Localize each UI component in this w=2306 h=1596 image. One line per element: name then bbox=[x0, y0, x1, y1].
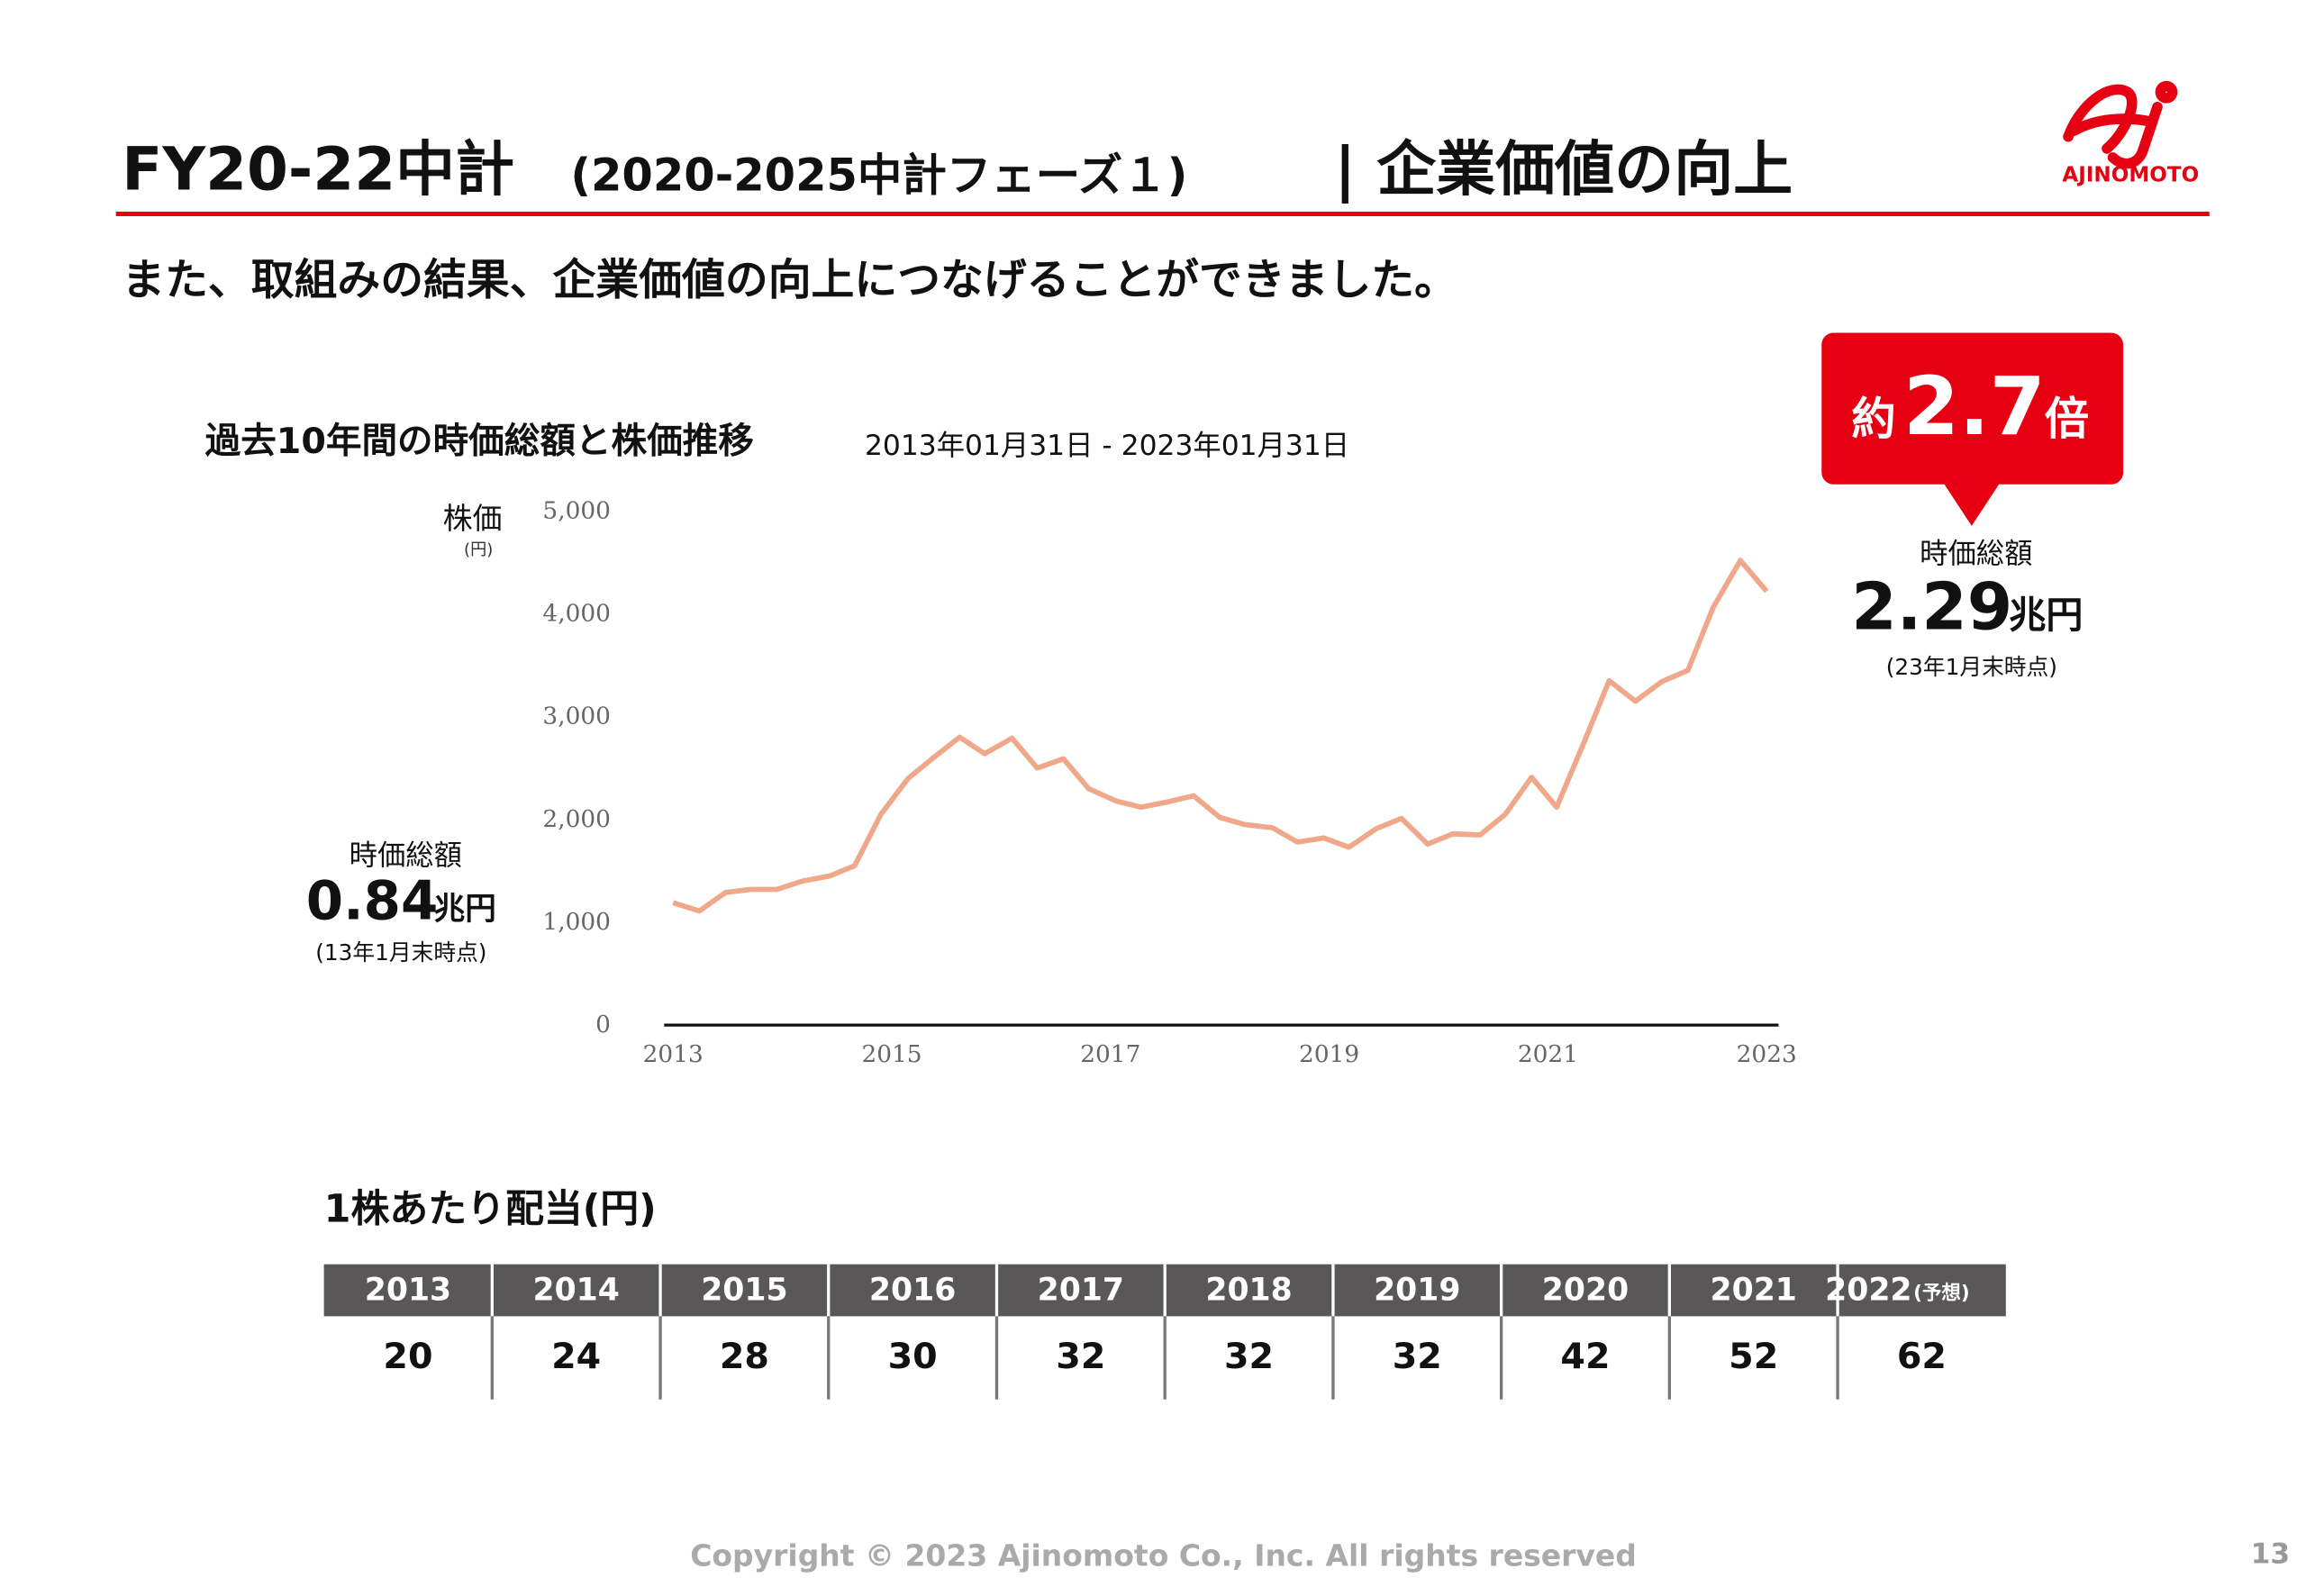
end-unit: 兆円 bbox=[2009, 594, 2083, 637]
header-cell bbox=[1501, 1264, 1670, 1317]
dividend-value: 62 bbox=[1897, 1336, 1947, 1377]
dividend-table: 2013 20 2014 24 2015 28 2016 30 2017 32 2018 32 2019… bbox=[323, 1264, 2006, 1400]
header-cell bbox=[323, 1264, 493, 1317]
header-year: 2017 bbox=[1038, 1273, 1124, 1309]
header-note: (予想) bbox=[1913, 1282, 1969, 1304]
header-year: 2022 bbox=[1825, 1273, 1911, 1309]
table-title: 1株あたり配当(円) bbox=[324, 1187, 657, 1232]
callout-box bbox=[1821, 332, 2124, 485]
dividend-value: 42 bbox=[1560, 1336, 1610, 1377]
x-tick-label: 2023 bbox=[1737, 1041, 1797, 1068]
header-cell bbox=[1332, 1264, 1502, 1317]
header-cell bbox=[996, 1264, 1166, 1317]
header-cell bbox=[1838, 1264, 2006, 1317]
dividend-value: 32 bbox=[1224, 1336, 1274, 1377]
end-note: (23年1月末時点) bbox=[1886, 654, 2057, 680]
header-year: 2014 bbox=[532, 1273, 619, 1309]
y-tick-label: 3,000 bbox=[542, 703, 611, 730]
header-year: 2015 bbox=[701, 1273, 787, 1309]
start-unit: 兆円 bbox=[434, 891, 496, 927]
y-tick-label: 2,000 bbox=[542, 806, 611, 833]
y-tick-label: 0 bbox=[595, 1011, 611, 1038]
title-main: FY20-22中計 bbox=[122, 135, 514, 204]
header-year: 2016 bbox=[869, 1273, 956, 1309]
y-tick-label: 1,000 bbox=[542, 909, 611, 936]
dividend-value: 32 bbox=[1393, 1336, 1442, 1377]
header-year: 2018 bbox=[1205, 1273, 1292, 1309]
page-number: 13 bbox=[2251, 1537, 2291, 1570]
x-tick-label: 2017 bbox=[1080, 1041, 1140, 1068]
header-cell bbox=[492, 1264, 661, 1317]
start-note: (13年1月末時点) bbox=[315, 939, 486, 966]
dividend-value: 32 bbox=[1056, 1336, 1105, 1377]
dividend-value: 52 bbox=[1729, 1336, 1778, 1377]
chart-subtitle: 2013年01月31日 - 2023年01月31日 bbox=[865, 430, 1349, 462]
header-cell bbox=[1165, 1264, 1333, 1317]
chart-title: 過去10年間の時価総額と株価推移 bbox=[205, 421, 754, 462]
x-tick-label: 2019 bbox=[1299, 1041, 1359, 1068]
logo-text: AJINOMOTO bbox=[2062, 164, 2199, 187]
header-year: 2020 bbox=[1542, 1273, 1629, 1309]
end-value: 2.29 bbox=[1851, 570, 2012, 646]
callout-suffix: 倍 bbox=[2045, 393, 2089, 445]
dividend-value: 20 bbox=[383, 1336, 432, 1377]
y-axis-label: 株価 bbox=[443, 501, 503, 536]
title-sub: (2020-2025中計フェーズ１) bbox=[570, 150, 1187, 202]
callout-prefix: 約 bbox=[1851, 393, 1895, 445]
callout-pointer bbox=[1943, 483, 2001, 526]
dividend-value: 30 bbox=[888, 1336, 938, 1377]
logo-mark bbox=[2063, 80, 2178, 169]
copyright: Copyright © 2023 Ajinomoto Co., Inc. All… bbox=[690, 1537, 1637, 1573]
dividend-value: 24 bbox=[551, 1336, 601, 1377]
header-cell bbox=[828, 1264, 997, 1317]
x-tick-label: 2021 bbox=[1518, 1041, 1578, 1068]
end-label: 時価総額 bbox=[1920, 538, 2032, 570]
y-axis-unit: (円) bbox=[464, 540, 493, 559]
subheading: また、取組みの結果、企業価値の向上につなげることができました。 bbox=[122, 256, 1457, 305]
start-value: 0.84 bbox=[306, 871, 439, 933]
header-cell bbox=[1669, 1264, 1838, 1317]
dividend-value: 28 bbox=[720, 1336, 769, 1377]
start-label: 時価総額 bbox=[350, 839, 462, 872]
title-tail: | 企業価値の向上 bbox=[1334, 135, 1793, 205]
header-year: 2021 bbox=[1711, 1273, 1797, 1309]
x-tick-label: 2015 bbox=[861, 1041, 921, 1068]
header-cell bbox=[660, 1264, 829, 1317]
header-year: 2013 bbox=[365, 1273, 451, 1309]
y-tick-label: 5,000 bbox=[542, 497, 611, 524]
y-tick-label: 4,000 bbox=[542, 601, 611, 628]
price-line bbox=[672, 558, 1769, 914]
header-year: 2019 bbox=[1374, 1273, 1460, 1309]
x-tick-label: 2013 bbox=[643, 1041, 704, 1068]
callout-value: 2.7 bbox=[1903, 360, 2046, 454]
